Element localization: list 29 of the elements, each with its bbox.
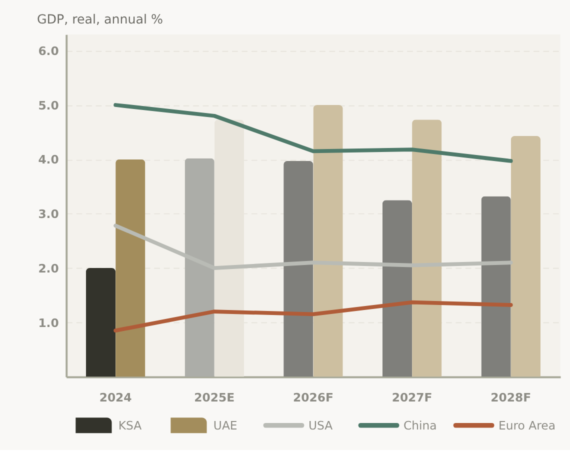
bar (510, 136, 541, 377)
legend-label: USA (308, 418, 333, 432)
bar (412, 120, 442, 377)
bar (313, 105, 343, 377)
bar (382, 200, 412, 377)
y-tick-label: 5.0 (38, 98, 59, 112)
y-tick-label: 1.0 (38, 316, 59, 330)
bar (481, 196, 511, 377)
bar (86, 268, 116, 377)
legend-label: UAE (213, 418, 238, 432)
y-tick-label: 4.0 (38, 152, 59, 167)
legend-label: Euro Area (498, 418, 556, 432)
x-tick-label: 2025E (194, 390, 235, 405)
bar (184, 158, 214, 377)
y-tick-label: 3.0 (38, 207, 59, 222)
bar (284, 160, 314, 377)
x-tick-label: 2028F (490, 390, 532, 405)
chart-title: GDP, real, annual % (36, 12, 164, 27)
legend-label: China (403, 418, 437, 432)
y-tick-label: 2.0 (38, 261, 59, 276)
line-series (114, 300, 513, 332)
x-tick-label: 2027F (392, 390, 432, 405)
legend-label: KSA (118, 418, 142, 432)
line-series (114, 103, 513, 163)
x-tick-label: 2024 (99, 390, 132, 405)
line-series (114, 224, 513, 270)
y-tick-label: 6.0 (38, 44, 59, 58)
x-tick-label: 2026F (293, 390, 334, 405)
bar (116, 159, 146, 377)
